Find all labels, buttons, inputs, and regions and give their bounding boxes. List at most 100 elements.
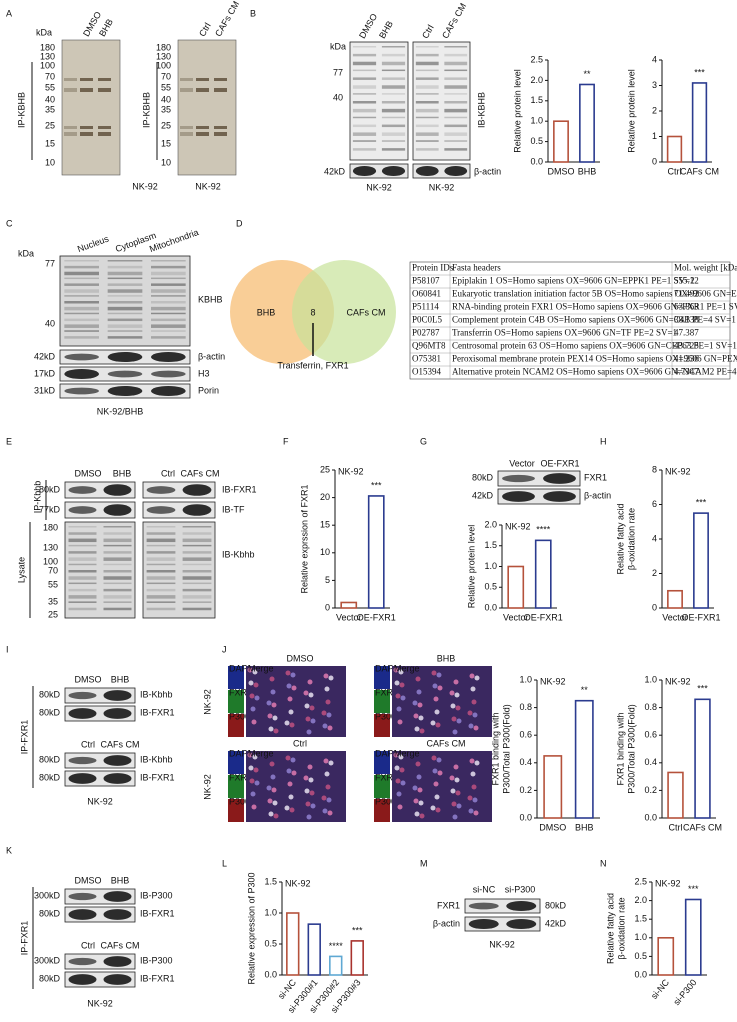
significance: *** xyxy=(371,480,382,490)
label: IB-KBHB xyxy=(476,92,486,128)
label: 55 xyxy=(161,82,171,92)
label: 80kD xyxy=(39,689,61,699)
y-tick-label: 2.5 xyxy=(634,876,647,886)
cell-dot xyxy=(248,680,254,686)
label: IB-P300 xyxy=(140,955,173,965)
label: 100 xyxy=(43,556,58,566)
smear-band xyxy=(381,77,406,80)
label: NK-92 xyxy=(195,181,221,191)
label: IB-FXR1 xyxy=(140,707,175,717)
bar xyxy=(579,83,595,163)
smear-band xyxy=(381,53,406,57)
bar xyxy=(684,898,702,976)
cell-dot xyxy=(397,719,403,725)
label: DAPI xyxy=(229,663,250,673)
channel-image xyxy=(228,751,244,774)
y-tick-label: 2.0 xyxy=(634,895,647,905)
cell-dot xyxy=(251,804,257,810)
smear-band xyxy=(151,260,186,262)
x-tick-label: DMSO xyxy=(548,166,575,176)
bar xyxy=(367,495,385,609)
gel-band xyxy=(64,126,77,129)
smear-band xyxy=(146,601,176,603)
label: 80kD xyxy=(39,772,61,782)
table-cell: 555.12 xyxy=(674,276,699,286)
label: β-actin xyxy=(474,166,501,176)
table-cell: 41.236 xyxy=(674,354,699,364)
smear-band xyxy=(107,312,143,315)
smear-band xyxy=(68,582,97,585)
cell-dot xyxy=(456,718,462,724)
smear-band xyxy=(182,582,212,585)
panel-letter: I xyxy=(6,644,9,654)
y-tick-label: 15 xyxy=(320,520,330,530)
label: si-NC xyxy=(473,884,496,894)
cell-dot xyxy=(413,713,419,719)
band xyxy=(68,506,97,514)
cell-dot xyxy=(432,683,438,689)
smear-band xyxy=(68,557,97,561)
smear-band xyxy=(68,607,97,611)
bar xyxy=(667,771,684,819)
label: 25 xyxy=(48,609,58,619)
cell-dot xyxy=(399,767,405,773)
table-cell: P51114 xyxy=(412,302,439,312)
smear-band xyxy=(444,93,468,95)
cell-dot xyxy=(395,693,401,699)
chart-title: NK-92 xyxy=(338,466,364,476)
y-axis-label: FXR1 binding with xyxy=(615,712,625,785)
cell-dot xyxy=(326,797,332,803)
y-axis-label: β-oxidation rate xyxy=(626,508,636,570)
cell-dot xyxy=(267,798,273,804)
label: β-actin xyxy=(433,918,460,928)
cell-dot xyxy=(253,682,259,688)
smear-band xyxy=(444,116,468,119)
smear-band xyxy=(64,265,99,269)
y-tick-label: 0.5 xyxy=(484,582,497,592)
smear-band xyxy=(64,295,99,297)
y-tick-label: 1.0 xyxy=(634,932,647,942)
panel-letter: A xyxy=(6,8,12,18)
smear-band xyxy=(182,563,212,566)
label: DMSO xyxy=(75,468,102,478)
smear-band xyxy=(107,271,143,276)
smear-band xyxy=(64,312,99,315)
chart-title: NK-92 xyxy=(665,466,691,476)
cell-dot xyxy=(308,777,314,783)
cell-dot xyxy=(305,801,311,807)
cell-dot xyxy=(414,811,420,817)
cell-dot xyxy=(435,807,441,813)
gel-band xyxy=(80,88,93,92)
gel-band xyxy=(180,132,193,136)
cell-dot xyxy=(455,790,461,796)
label: Protein IDs xyxy=(412,263,454,273)
label: 80kD xyxy=(545,900,567,910)
significance: *** xyxy=(697,684,708,694)
smear-band xyxy=(151,324,186,328)
cell-dot xyxy=(286,683,292,689)
label: 35 xyxy=(45,104,55,114)
cell-dot xyxy=(290,672,296,678)
cell-dot xyxy=(328,675,334,681)
smear-band xyxy=(64,283,99,286)
y-tick-label: 0.4 xyxy=(519,757,532,767)
smear-band xyxy=(415,108,439,113)
band xyxy=(381,165,406,177)
label: 42kD xyxy=(545,918,567,928)
y-tick-label: 0.8 xyxy=(644,702,657,712)
smear-band xyxy=(444,61,468,66)
smear-band xyxy=(444,140,468,142)
table-cell: Epiplakin 1 OS=Homo sapiens OX=9606 GN=E… xyxy=(452,276,695,286)
bar xyxy=(666,135,683,163)
label: 100 xyxy=(156,60,171,70)
band xyxy=(107,370,143,378)
x-tick-label: BHB xyxy=(575,822,594,832)
label: DMSO xyxy=(75,875,102,885)
cell-dot xyxy=(306,729,312,735)
cell-dot xyxy=(324,686,330,692)
smear-band xyxy=(182,576,212,580)
cell-dot xyxy=(252,754,258,760)
y-tick-label: 0 xyxy=(652,602,657,612)
label: Ctrl xyxy=(161,468,175,478)
cell-dot xyxy=(436,757,442,763)
